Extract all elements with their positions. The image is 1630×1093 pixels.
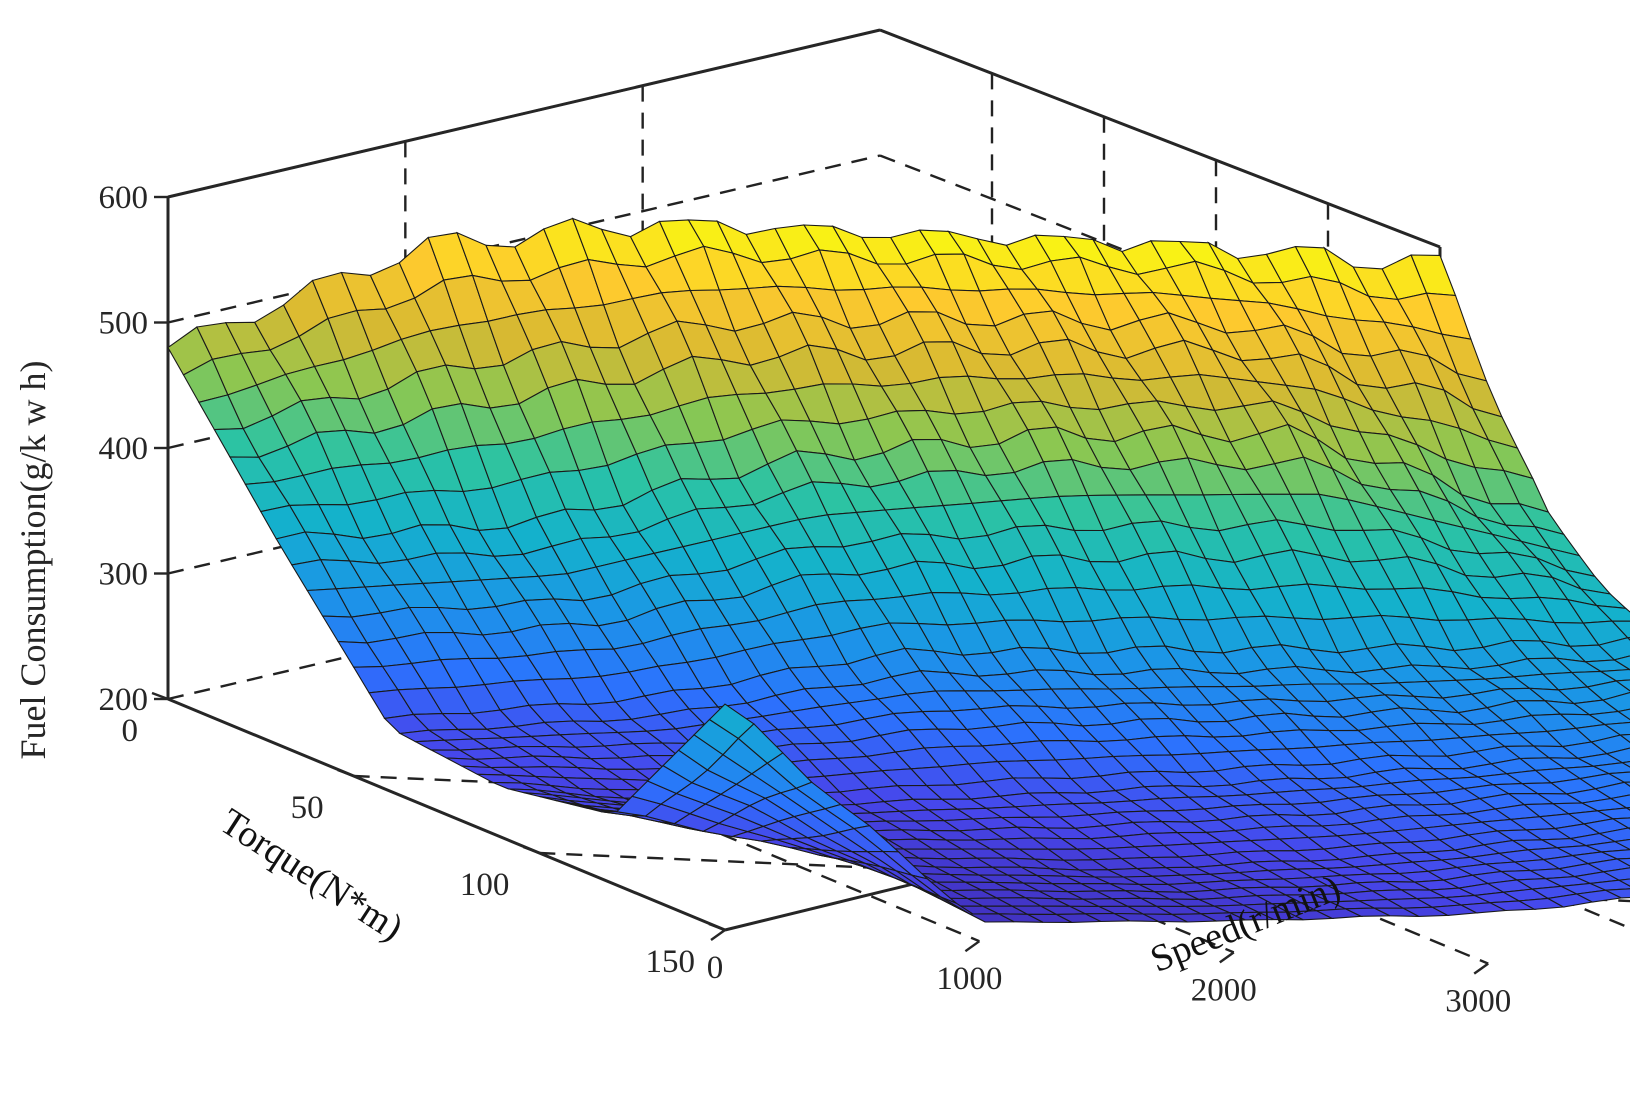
surface-patch bbox=[1613, 838, 1630, 851]
surface-patch bbox=[1612, 655, 1630, 671]
x-tick-label: 2000 bbox=[1191, 972, 1257, 1008]
surface-patch bbox=[1616, 708, 1630, 721]
surface-patch bbox=[1615, 857, 1630, 867]
x-tick-mark bbox=[964, 940, 981, 953]
surface-patch bbox=[1597, 637, 1630, 661]
x-tick-label: 3000 bbox=[1445, 984, 1511, 1020]
z-tick-label: 600 bbox=[99, 180, 149, 216]
surface-patch bbox=[1599, 668, 1630, 682]
z-tick-label: 400 bbox=[99, 431, 149, 467]
x-tick-label: 1000 bbox=[936, 961, 1002, 997]
surface-patch bbox=[1587, 710, 1630, 726]
axis-box-edge-1 bbox=[167, 28, 881, 199]
surface-patch bbox=[1626, 636, 1630, 641]
surface bbox=[167, 217, 1630, 923]
x-tick-mark bbox=[1219, 951, 1235, 964]
surface-patch bbox=[1591, 762, 1630, 775]
surface-patch bbox=[1595, 604, 1630, 622]
z-tick-label: 500 bbox=[99, 306, 149, 342]
y-tick-label: 50 bbox=[291, 790, 324, 826]
surface-patch bbox=[1617, 878, 1630, 887]
ticks: 2003004005006000100020003000400050000501… bbox=[99, 180, 1512, 1020]
surface-patch bbox=[1622, 781, 1630, 787]
axis-box-edge-4 bbox=[167, 697, 726, 932]
surface-patch bbox=[1620, 761, 1630, 768]
z-tick-label: 200 bbox=[99, 682, 149, 718]
z-axis-label: Fuel Consumption(g/k w h) bbox=[13, 360, 53, 759]
axis-box-edge-2 bbox=[879, 28, 1441, 249]
surface-patch bbox=[1614, 679, 1630, 692]
y-tick-mark bbox=[151, 691, 169, 701]
grid-line-z-500-left bbox=[167, 154, 881, 324]
surface-patch bbox=[1601, 692, 1630, 713]
surface-patch bbox=[1601, 849, 1630, 860]
surface-patch bbox=[1602, 867, 1630, 881]
y-tick-mark bbox=[337, 768, 355, 778]
surface-patch bbox=[1610, 620, 1630, 639]
y-tick-label: 100 bbox=[460, 867, 510, 903]
y-tick-label: 0 bbox=[122, 713, 139, 749]
z-tick-label: 300 bbox=[99, 557, 149, 593]
surface-patch bbox=[1618, 733, 1630, 743]
surface-patch bbox=[1588, 879, 1630, 891]
surface-patch bbox=[1611, 817, 1630, 829]
x-tick-mark bbox=[710, 929, 726, 941]
surface-patch bbox=[1595, 807, 1630, 820]
y-tick-label: 150 bbox=[646, 944, 696, 980]
surface-patch bbox=[1607, 771, 1630, 783]
surface-patch bbox=[1590, 734, 1630, 755]
surface-patch bbox=[1605, 747, 1630, 764]
surface-patch bbox=[1603, 721, 1630, 736]
x-tick-mark bbox=[1473, 962, 1489, 975]
y-tick-mark bbox=[522, 845, 540, 855]
surface-patch bbox=[1594, 781, 1630, 800]
surface-patch bbox=[1597, 827, 1630, 843]
surface-patch bbox=[1624, 807, 1630, 811]
x-tick-label: 0 bbox=[707, 950, 724, 986]
surface-patch bbox=[1586, 858, 1630, 873]
y-tick-mark bbox=[708, 922, 726, 932]
surface-patch bbox=[1603, 888, 1630, 899]
surface-patch bbox=[1609, 794, 1630, 809]
